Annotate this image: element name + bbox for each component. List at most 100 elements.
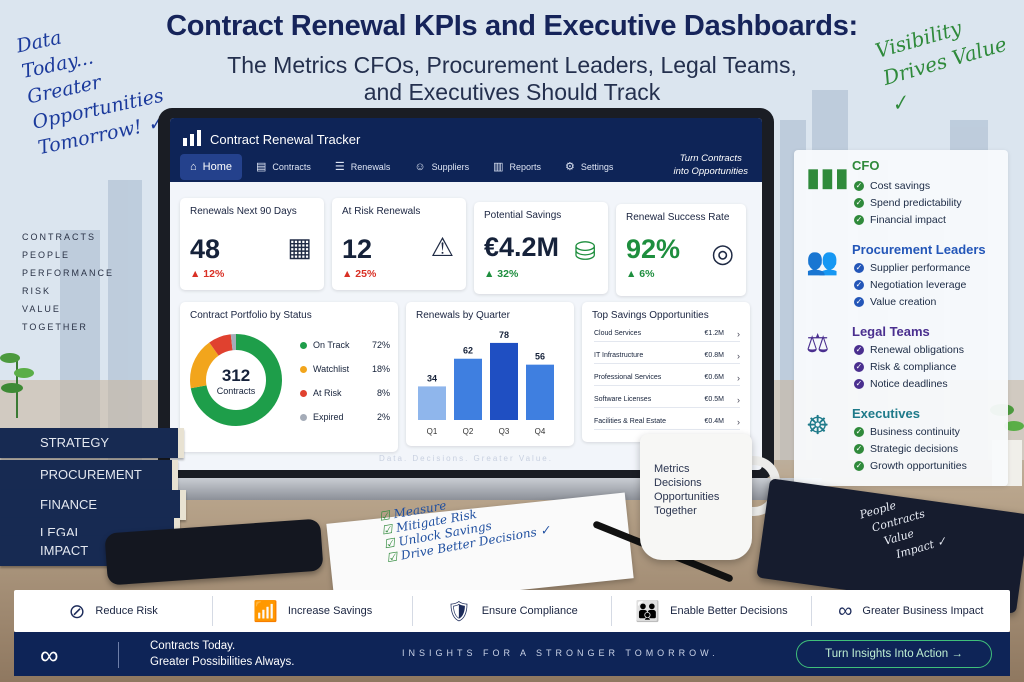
role-item: ✓ Value creation (854, 296, 936, 308)
legend-pct: 72% (371, 340, 390, 350)
kpi-value: 92% (626, 234, 681, 264)
savings-name: Software Licenses (594, 396, 652, 403)
list-icon: ☰ (334, 160, 345, 173)
legend-expired: Expired 2% (300, 412, 390, 422)
nav-suppliers[interactable]: ☺ Suppliers (404, 154, 479, 180)
savings-row[interactable]: Software Licenses €0.5M › (594, 395, 740, 408)
kpi-card-renewals[interactable]: Renewals Next 90 Days 48 ▲ 12% ▦ (180, 198, 324, 290)
savings-title: Top Savings Opportunities (592, 310, 709, 321)
role-item-label: Supplier performance (870, 262, 971, 274)
mug-line: Decisions (654, 477, 702, 489)
roles-panel: ▮▮▮ CFO ✓ Cost savings ✓ Spend predictabil… (794, 150, 1008, 486)
compass-icon: ⊘ (68, 600, 86, 623)
x-tick-label: Q4 (535, 427, 546, 436)
benefit-label: Increase Savings (287, 605, 373, 617)
benefit-label: Ensure Compliance (481, 605, 578, 617)
page-title: Contract Renewal KPIs and Executive Dash… (166, 10, 858, 42)
mug-line: Metrics (654, 463, 690, 475)
role-item: ✓ Renewal obligations (854, 344, 964, 356)
chevron-right-icon: › (737, 351, 740, 361)
savings-amount: €0.6M (704, 374, 724, 381)
nav-label: Reports (509, 162, 542, 172)
check-icon: ✓ (854, 345, 864, 355)
growth-chart-icon: 📶 (252, 600, 278, 623)
portfolio-card: Contract Portfolio by Status 312 Contrac… (180, 302, 398, 452)
footer-bar: ∞ Contracts Today. Greater Possibilities… (14, 632, 1010, 676)
app-topbar: Contract Renewal Tracker Turn Contracts … (170, 118, 762, 182)
renewals-bar-chart: 34 Q1 62 Q2 78 Q3 56 Q4 (418, 330, 554, 436)
status-dot (300, 389, 307, 397)
kpi-card-savings[interactable]: Potential Savings €4.2M ▲ 32% ⛁ (474, 202, 608, 294)
kpi-label: Renewals Next 90 Days (190, 206, 297, 217)
benefit-reduce-risk: ⊘ Reduce Risk (14, 596, 214, 626)
chevron-right-icon: › (737, 373, 740, 383)
role-item: ✓ Spend predictability (854, 197, 962, 209)
role-title: Procurement Leaders (852, 242, 986, 257)
bar-q4 (526, 364, 554, 420)
shield-check-icon: 🛡 (446, 600, 472, 623)
chevron-right-icon: › (737, 395, 740, 405)
check-icon: ✓ (854, 362, 864, 372)
nav-contracts[interactable]: ▤ Contracts (246, 154, 321, 180)
role-item: ✓ Risk & compliance (854, 361, 956, 373)
bar-q2 (454, 358, 482, 420)
role-item-label: Negotiation leverage (870, 279, 967, 291)
home-icon: ⌂ (190, 160, 197, 173)
infinity-icon: ∞ (40, 640, 59, 670)
role-item-label: Business continuity (870, 426, 960, 438)
savings-name: IT Infrastructure (594, 352, 644, 359)
nav-settings[interactable]: ⚙ Settings (555, 154, 623, 180)
check-icon: ✓ (854, 427, 864, 437)
kpi-label: Potential Savings (484, 210, 562, 221)
status-dot (300, 341, 307, 349)
chevron-right-icon: › (737, 417, 740, 427)
people-icon: 👥 (806, 246, 839, 276)
savings-row[interactable]: Professional Services €0.6M › (594, 373, 740, 386)
subtitle-line: and Executives Should Track (363, 79, 661, 105)
role-title: CFO (852, 158, 880, 173)
kpi-delta: ▲ 6% (626, 268, 655, 280)
check-icon: ✓ (854, 263, 864, 273)
legend-on-track: On Track 72% (300, 340, 390, 350)
main-nav: ⌂ Home ▤ Contracts ☰ Renewals ☺ Suppliers ▥ R… (180, 154, 623, 180)
savings-card: Top Savings Opportunities Cloud Services… (582, 302, 750, 442)
donut-slice-expired (190, 334, 282, 426)
document-icon: ▤ (256, 160, 267, 173)
benefit-label: Greater Business Impact (862, 605, 984, 617)
legend-label: Expired (313, 412, 344, 422)
role-title: Legal Teams (852, 324, 930, 339)
bar-value-label: 56 (535, 352, 545, 362)
screen-footer-text: Data. Decisions. Greater Value. (379, 454, 553, 463)
role-item-label: Growth opportunities (870, 460, 967, 472)
nav-reports[interactable]: ▥ Reports (483, 154, 551, 180)
role-item-label: Financial impact (870, 214, 946, 226)
keyword: PERFORMANCE (22, 268, 115, 278)
renewals-by-quarter-card: Renewals by Quarter 34 Q1 62 Q2 78 Q3 56 Q4 (406, 302, 574, 446)
legend-watchlist: Watchlist 18% (300, 364, 390, 374)
nav-renewals[interactable]: ☰ Renewals (325, 154, 400, 180)
legend-pct: 2% (376, 412, 390, 422)
team-icon: 👪 (635, 600, 661, 623)
savings-row[interactable]: IT Infrastructure €0.8M › (594, 351, 740, 364)
role-item-label: Renewal obligations (870, 344, 964, 356)
book: PROCUREMENT (0, 460, 178, 490)
kpi-card-success-rate[interactable]: Renewal Success Rate 92% ▲ 6% ◎ (616, 204, 746, 296)
savings-row[interactable]: Facilities & Real Estate €0.4M › (594, 417, 740, 430)
bar-chart-icon: ▮▮▮ (806, 162, 849, 192)
kpi-card-at-risk[interactable]: At Risk Renewals 12 ▲ 25% ⚠ (332, 198, 466, 290)
savings-row[interactable]: Cloud Services €1.2M › (594, 329, 740, 342)
footer-line: Greater Possibilities Always. (150, 656, 295, 668)
donut-slice-watchlist (190, 334, 282, 426)
plant-left-decoration (0, 353, 34, 418)
page-subtitle: The Metrics CFOs, Procurement Leaders, L… (180, 52, 844, 106)
kpi-delta: ▲ 12% (190, 268, 225, 280)
nav-home[interactable]: ⌂ Home (180, 154, 242, 180)
kpi-delta: ▲ 25% (342, 268, 377, 280)
savings-name: Facilities & Real Estate (594, 418, 666, 425)
x-tick-label: Q3 (499, 427, 510, 436)
check-icon: ✓ (854, 215, 864, 225)
donut-center-label: Contracts (216, 386, 256, 396)
savings-name: Professional Services (594, 374, 662, 381)
group-icon: ☸ (806, 410, 830, 440)
turn-insights-button[interactable]: Turn Insights Into Action → (796, 640, 992, 668)
